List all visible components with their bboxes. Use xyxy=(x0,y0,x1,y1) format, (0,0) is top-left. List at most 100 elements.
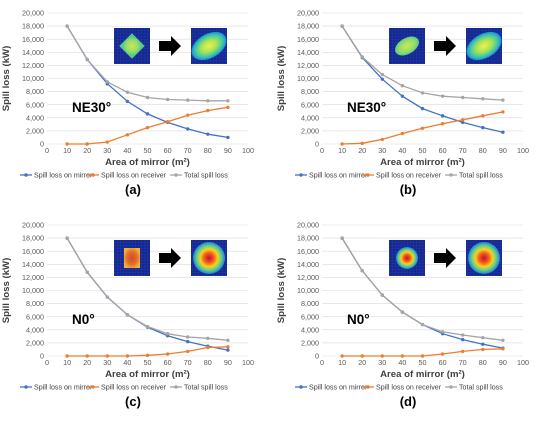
data-point xyxy=(186,335,190,339)
x-tick-label: 40 xyxy=(398,358,406,367)
receiver-flux-image xyxy=(466,28,502,64)
data-point xyxy=(226,348,230,352)
receiver-flux-image xyxy=(466,240,502,276)
y-axis-title: Spill loss (kW) xyxy=(1,258,12,324)
data-point xyxy=(125,354,130,358)
x-axis-title: Area of mirror (m²) xyxy=(380,369,465,380)
data-point xyxy=(125,133,130,137)
y-tick-label: 16,000 xyxy=(22,35,44,44)
data-point xyxy=(145,125,150,130)
legend-marker xyxy=(299,385,303,389)
data-point xyxy=(420,106,425,111)
x-tick-label: 10 xyxy=(338,358,346,367)
legend-entry: Total spill loss xyxy=(184,384,228,392)
y-tick-label: 8,000 xyxy=(26,299,44,308)
data-point xyxy=(380,137,384,142)
y-tick-label: 18,000 xyxy=(297,234,319,243)
x-tick-label: 90 xyxy=(224,358,232,367)
y-tick-label: 20,000 xyxy=(297,221,319,230)
arrow-right-icon xyxy=(159,248,181,268)
y-tick-label: 18,000 xyxy=(22,234,44,243)
data-point xyxy=(400,310,405,314)
x-tick-label: 30 xyxy=(103,146,111,155)
data-point xyxy=(186,127,190,131)
x-tick-label: 0 xyxy=(320,146,324,155)
data-point xyxy=(145,353,150,358)
y-tick-label: 14,000 xyxy=(297,260,319,269)
legend-entry: Spill loss on mirror xyxy=(309,172,368,180)
data-point xyxy=(145,95,150,100)
x-tick-label: 0 xyxy=(45,358,49,367)
legend-entry: Spill loss on mirror xyxy=(34,172,93,180)
data-point xyxy=(340,142,344,146)
y-tick-label: 10,000 xyxy=(297,74,319,83)
legend-marker xyxy=(24,173,28,177)
y-axis-title: Spill loss (kW) xyxy=(276,46,287,112)
x-axis-title: Area of mirror (m²) xyxy=(380,157,465,168)
data-point xyxy=(400,94,405,98)
x-tick-label: 70 xyxy=(184,146,192,155)
legend-entry: Total spill loss xyxy=(459,172,503,180)
data-point xyxy=(206,336,210,341)
spot-shape xyxy=(191,31,227,61)
x-tick-label: 100 xyxy=(242,146,254,155)
data-point xyxy=(501,347,505,351)
data-point xyxy=(105,354,110,358)
data-point xyxy=(105,295,110,299)
data-point xyxy=(145,112,150,116)
x-tick-label: 50 xyxy=(144,358,152,367)
x-tick-label: 10 xyxy=(63,358,71,367)
y-tick-label: 2,000 xyxy=(301,127,319,136)
legend-marker xyxy=(366,385,370,389)
y-tick-label: 12,000 xyxy=(297,273,319,282)
y-tick-label: 6,000 xyxy=(301,312,319,321)
data-point xyxy=(360,141,364,146)
data-point xyxy=(165,332,170,336)
y-tick-label: 4,000 xyxy=(301,113,319,122)
x-tick-label: 90 xyxy=(224,146,232,155)
mirror-flux-image xyxy=(114,240,150,276)
y-tick-label: 0 xyxy=(315,140,319,149)
data-point xyxy=(65,142,69,146)
x-tick-label: 10 xyxy=(63,146,71,155)
spot-shape xyxy=(124,248,140,268)
data-point xyxy=(461,95,465,100)
data-point xyxy=(206,108,210,113)
panel-label: (d) xyxy=(400,394,417,409)
y-tick-label: 12,000 xyxy=(22,273,44,282)
spot-shape xyxy=(396,247,418,269)
y-tick-label: 18,000 xyxy=(297,22,319,31)
x-tick-label: 70 xyxy=(459,146,467,155)
data-point xyxy=(501,110,505,114)
data-point xyxy=(360,55,364,59)
data-point xyxy=(186,349,190,354)
x-tick-label: 70 xyxy=(184,358,192,367)
data-point xyxy=(380,72,384,77)
y-tick-label: 10,000 xyxy=(22,286,44,295)
chart-panel-1: 0 2,000 4,000 6,000 8,000 10,000 12,000 14,000 1… xyxy=(1,9,254,197)
data-point xyxy=(85,354,89,358)
data-point xyxy=(186,339,190,344)
x-tick-label: 40 xyxy=(398,146,406,155)
x-tick-label: 100 xyxy=(517,358,529,367)
y-tick-label: 14,000 xyxy=(297,48,319,57)
legend-marker xyxy=(449,173,453,177)
data-point xyxy=(85,142,89,146)
arrow-right-icon xyxy=(159,36,181,56)
x-tick-label: 40 xyxy=(123,146,131,155)
legend-marker xyxy=(366,173,370,177)
x-tick-label: 80 xyxy=(479,358,487,367)
legend-marker xyxy=(174,173,178,177)
x-axis-title: Area of mirror (m²) xyxy=(105,369,190,380)
spot-shape xyxy=(466,31,502,61)
data-point xyxy=(501,338,505,342)
data-point xyxy=(206,132,210,136)
x-tick-label: 50 xyxy=(419,358,427,367)
legend-entry: Total spill loss xyxy=(184,172,228,180)
data-point xyxy=(186,113,190,117)
data-point xyxy=(65,354,69,358)
data-point xyxy=(440,94,445,98)
legend-marker xyxy=(91,173,95,177)
y-axis-title: Spill loss (kW) xyxy=(276,258,287,324)
x-tick-label: 70 xyxy=(459,358,467,367)
